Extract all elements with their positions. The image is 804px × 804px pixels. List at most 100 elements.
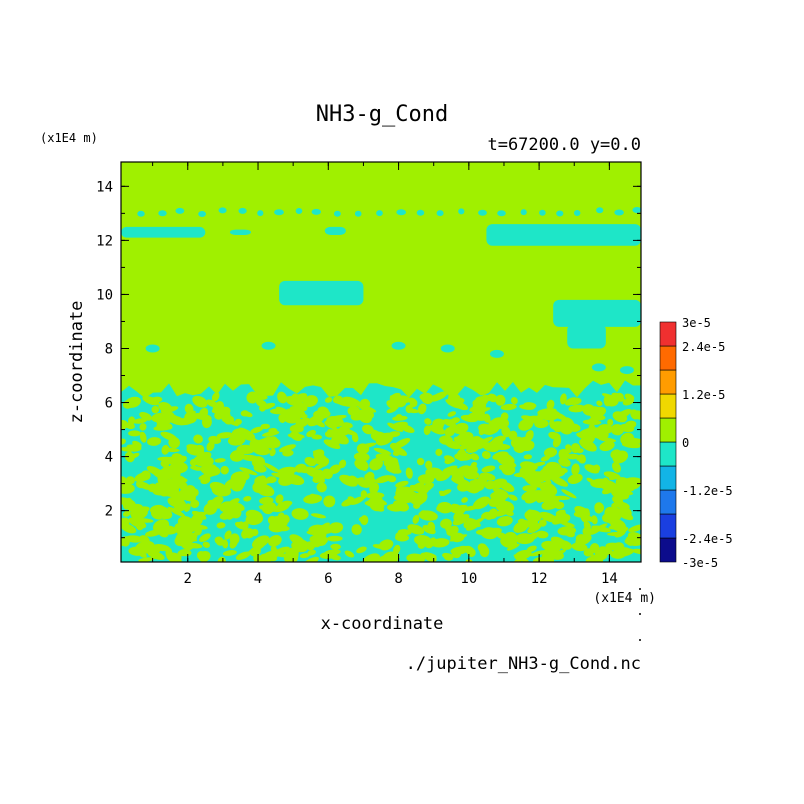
texture-blob: [414, 535, 432, 546]
texture-blob: [347, 496, 355, 501]
texture-blob: [196, 550, 205, 560]
texture-blob: [227, 435, 246, 446]
texture-blob: [166, 414, 178, 423]
texture-blob: [551, 495, 559, 507]
upper-patch: [553, 299, 641, 327]
texture-blob: [615, 501, 630, 510]
texture-blob: [190, 465, 203, 471]
texture-blob: [584, 464, 600, 474]
texture-blob: [559, 423, 573, 435]
plot-axes: 2 4 6 8 10 12 14 2 4 6 8 10 12 14: [96, 161, 642, 587]
texture-blob: [121, 438, 126, 445]
small-patch: [440, 344, 455, 353]
upper-patch: [324, 226, 346, 235]
texture-blob: [297, 467, 307, 474]
texture-blob: [565, 397, 578, 406]
texture-blob: [550, 476, 569, 487]
texture-blob: [415, 489, 429, 497]
dot-patch: [497, 210, 506, 217]
texture-blob: [611, 484, 619, 492]
texture-blob: [135, 481, 145, 489]
texture-blob: [172, 484, 180, 492]
texture-blob: [211, 392, 220, 402]
texture-blob: [442, 465, 458, 472]
texture-blob: [277, 500, 293, 509]
x-tick-label: 14: [601, 571, 618, 587]
texture-blob: [546, 399, 555, 410]
texture-blob: [245, 513, 264, 526]
texture-blob: [289, 424, 304, 433]
texture-blob: [524, 493, 539, 504]
texture-blob: [246, 391, 259, 404]
texture-blob: [375, 432, 394, 446]
small-patch: [591, 363, 606, 372]
texture-blob: [278, 413, 286, 423]
texture-blob: [219, 509, 236, 520]
marker-dot: [639, 588, 641, 590]
texture-blob: [500, 536, 518, 549]
texture-blob: [597, 427, 607, 435]
texture-blob: [224, 530, 232, 540]
upper-patch: [486, 224, 641, 246]
texture-blob: [496, 516, 513, 527]
texture-blob: [318, 457, 330, 467]
texture-blob: [378, 539, 394, 551]
texture-blob: [392, 415, 408, 421]
x-unit-label: (x1E4 m): [593, 591, 656, 606]
texture-blob: [268, 535, 282, 547]
texture-blob: [392, 450, 400, 457]
texture-blob: [342, 396, 361, 407]
texture-blob: [577, 454, 587, 464]
plot-frame: [120, 161, 642, 563]
texture-blob: [165, 547, 173, 558]
texture-blob: [262, 430, 280, 437]
texture-blob: [418, 510, 438, 521]
texture-blob: [425, 460, 433, 470]
texture-blob: [560, 521, 575, 528]
texture-blob: [574, 506, 589, 517]
y-axis-label: z-coordinate: [67, 301, 87, 424]
texture-blob: [360, 490, 368, 499]
texture-blob: [193, 434, 203, 444]
texture-blob: [291, 393, 300, 403]
texture-blob: [289, 548, 299, 560]
texture-blob: [624, 420, 637, 429]
texture-blob: [630, 535, 641, 547]
texture-blob: [140, 470, 151, 481]
y-tick-label: 12: [96, 233, 113, 249]
texture-blob: [453, 473, 464, 484]
texture-blob: [303, 494, 323, 504]
texture-blob: [620, 432, 635, 445]
colorbar-label: 2.4e-5: [682, 340, 725, 354]
texture-blob: [326, 416, 344, 427]
texture-blob: [138, 557, 155, 562]
texture-blob: [394, 492, 406, 499]
texture-blob: [153, 506, 173, 520]
texture-blob: [388, 431, 401, 438]
chart-subtitle: t=67200.0 y=0.0: [487, 135, 641, 155]
texture-blob: [604, 506, 616, 518]
texture-blob: [241, 528, 250, 539]
texture-blob: [427, 521, 436, 532]
texture-blob: [527, 516, 539, 526]
texture-blob: [339, 474, 358, 487]
texture-blob: [398, 422, 406, 430]
texture-blob: [483, 395, 493, 402]
texture-blob: [447, 411, 457, 417]
texture-blob: [171, 467, 181, 479]
texture-blob: [560, 467, 568, 473]
texture-blob: [329, 464, 341, 474]
texture-blob: [291, 508, 309, 520]
texture-blob: [591, 515, 598, 525]
texture-blob: [540, 455, 551, 462]
dot-patch: [614, 209, 624, 216]
texture-blob: [583, 520, 591, 531]
texture-blob: [607, 419, 614, 426]
texture-blob: [287, 433, 305, 439]
texture-blob: [358, 442, 377, 449]
texture-blob: [565, 529, 574, 535]
texture-blob: [228, 501, 245, 512]
colorbar-swatch: [659, 345, 677, 371]
dot-patch: [137, 210, 145, 217]
texture-blob: [571, 542, 588, 552]
